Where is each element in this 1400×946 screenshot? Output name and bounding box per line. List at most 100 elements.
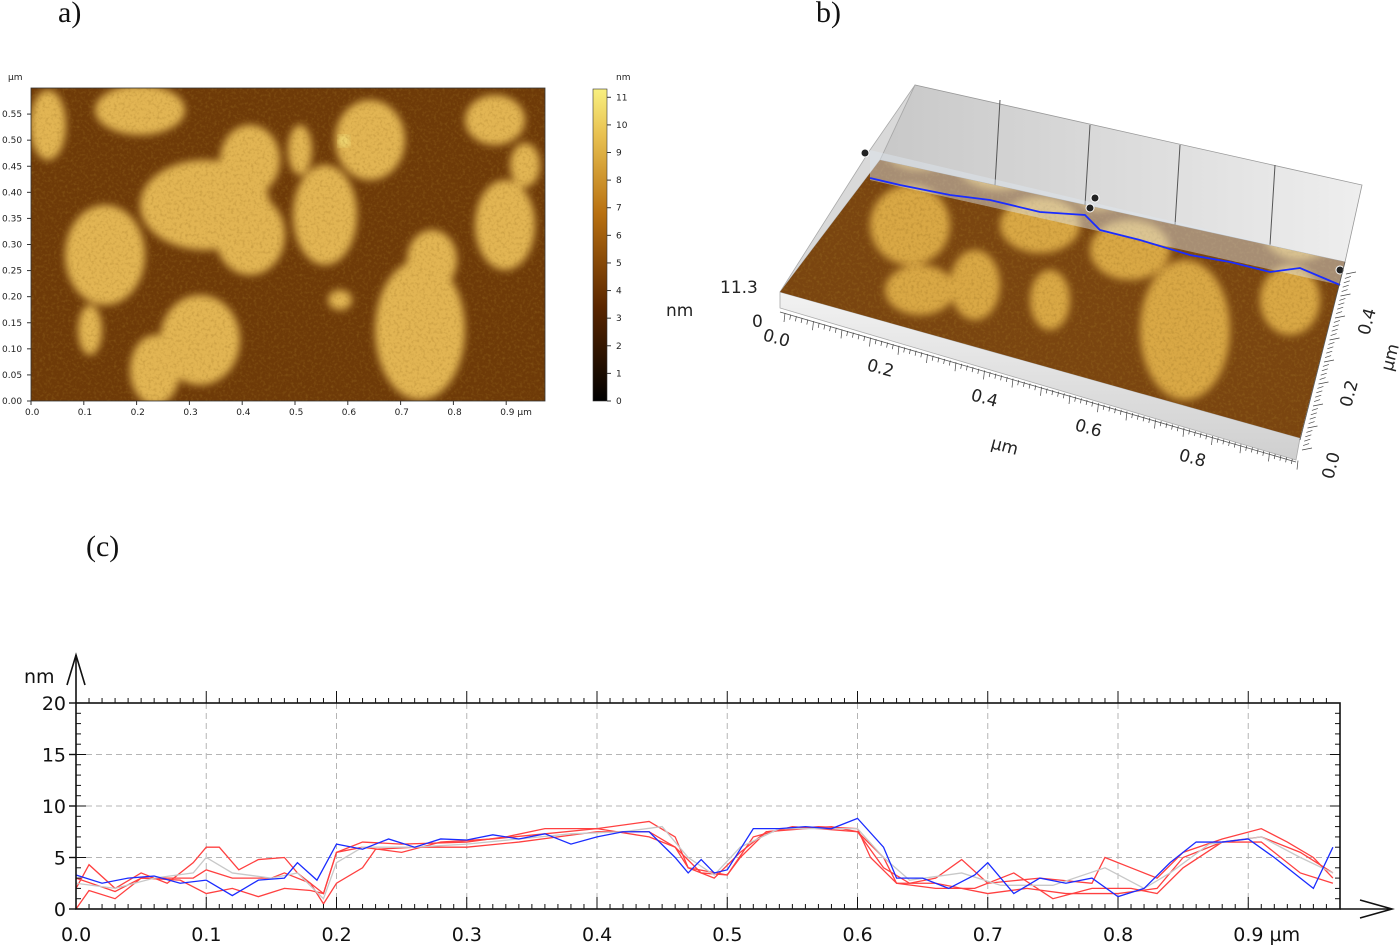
panel-label-a: a): [58, 0, 82, 29]
y-tick-label: 0.15: [2, 319, 22, 329]
x-tick: [1290, 458, 1293, 465]
x-tick: [1256, 449, 1259, 455]
x-tick: [1245, 445, 1248, 451]
x-tick: [1296, 460, 1299, 470]
x-tick: [1216, 437, 1219, 443]
y-tick: [1323, 359, 1335, 363]
colorbar: [592, 88, 608, 402]
panel-b-x-axis: 0.0 0.2 0.4 0.6 0.8: [761, 312, 1299, 472]
x-tick-label: 0.8: [1103, 924, 1133, 946]
x-tick-label: 0.5: [712, 924, 742, 946]
x-tick: [1040, 386, 1042, 396]
x-tick: [1285, 457, 1287, 463]
x-tick-label: 0.0: [61, 924, 91, 946]
y-tick: [1319, 377, 1326, 380]
x-tick: [960, 363, 963, 369]
x-tick: [1182, 427, 1185, 437]
x-tick: [983, 370, 985, 380]
x-tick: [1068, 394, 1071, 405]
x-tick: [1091, 401, 1094, 407]
x-tick: [1097, 403, 1099, 413]
x-tick: [1102, 404, 1105, 410]
x-tick-label: 0.8: [447, 408, 462, 418]
y-tick: [1317, 386, 1324, 389]
profile-series: [75, 817, 1334, 910]
panel-a-y-axis: 0.00 0.05 0.10 0.15 0.20 0.25 0.30 0.35 0.40 0.45…: [2, 110, 31, 407]
y-tick: [1344, 276, 1352, 279]
colorbar-tick-label: 9: [616, 149, 622, 159]
x-tick: [783, 312, 786, 323]
x-tick: [1199, 432, 1202, 438]
y-tick-label: 20: [42, 693, 66, 715]
y-tick-label: 5: [54, 848, 66, 870]
x-tick: [954, 362, 957, 372]
x-tick: [800, 317, 803, 323]
x-tick: [1034, 385, 1037, 391]
x-tick: [1085, 399, 1088, 405]
panel-a-x-axis: 0.0 0.1 0.2 0.3 0.4 0.5 0.6 0.7 0.8 0.9 µm: [25, 401, 532, 418]
x-tick: [840, 329, 843, 339]
afm-3d-surface: [779, 84, 1363, 463]
x-tick: [1154, 419, 1156, 429]
y-tick: [1322, 364, 1330, 367]
x-tick: [869, 337, 871, 347]
x-tick: [1165, 422, 1168, 428]
x-tick: [817, 322, 820, 328]
x-tick: [1273, 453, 1276, 460]
x-tick: [1108, 406, 1111, 412]
y-tick-label: 0.10: [2, 345, 22, 355]
x-tick: [789, 314, 792, 320]
y-tick-label: 0.55: [2, 110, 22, 120]
y-tick: [1311, 408, 1319, 411]
colorbar-tick-label: 10: [616, 121, 628, 131]
y-tick: [1333, 320, 1341, 323]
profile-marker: [1085, 203, 1095, 213]
x-tick: [920, 352, 923, 358]
x-tick-label: 0.5: [289, 408, 303, 418]
y-tick: [1304, 438, 1311, 442]
colorbar-tick-label: 6: [616, 231, 622, 241]
x-tick: [863, 335, 866, 342]
x-tick: [977, 368, 980, 374]
z-min-label: 0: [752, 312, 763, 332]
x-tick-label: 0.9 µm: [500, 408, 532, 418]
y-tick: [1329, 337, 1340, 341]
x-tick-label: 0.4: [236, 408, 251, 418]
y-tick: [1324, 355, 1332, 358]
x-tick: [1222, 439, 1225, 445]
y-tick: [1313, 399, 1321, 402]
x-tick-label: 0.3: [183, 408, 197, 418]
y-tick-label: 0.4: [1355, 306, 1381, 337]
x-tick-label: 0.1: [191, 924, 221, 946]
x-tick-label: 0.4: [582, 924, 612, 946]
x-tick: [1062, 393, 1065, 399]
y-tick-label: 0: [54, 899, 66, 921]
y-tick: [1326, 350, 1333, 354]
x-tick-label: 0.6: [843, 924, 873, 946]
x-tick: [795, 316, 797, 322]
y-tick: [1341, 289, 1348, 292]
x-tick: [1080, 398, 1082, 404]
x-tick-label: 0.9 µm: [1233, 924, 1300, 946]
x-tick: [1262, 450, 1265, 456]
x-tick: [1194, 431, 1196, 437]
x-tick: [988, 371, 991, 378]
y-axis-label: nm: [24, 666, 55, 688]
y-tick: [1334, 315, 1346, 319]
afm-topography-image: [31, 88, 545, 401]
x-tick: [943, 358, 945, 364]
x-tick: [1137, 414, 1139, 420]
profile-line: [869, 177, 1341, 286]
x-tick: [966, 365, 968, 371]
x-tick: [823, 324, 826, 330]
y-tick: [1308, 421, 1315, 424]
x-tick-label: 0.2: [131, 408, 145, 418]
x-tick: [926, 353, 928, 364]
y-tick-label: 0.05: [2, 371, 22, 381]
colorbar-tick-label: 0: [616, 397, 622, 407]
x-tick-label: 0.6: [1073, 416, 1104, 442]
y-tick-label: 0.2: [1337, 378, 1363, 409]
y-tick: [1339, 298, 1346, 301]
colorbar-tick-label: 2: [616, 342, 622, 352]
x-tick: [874, 339, 877, 345]
